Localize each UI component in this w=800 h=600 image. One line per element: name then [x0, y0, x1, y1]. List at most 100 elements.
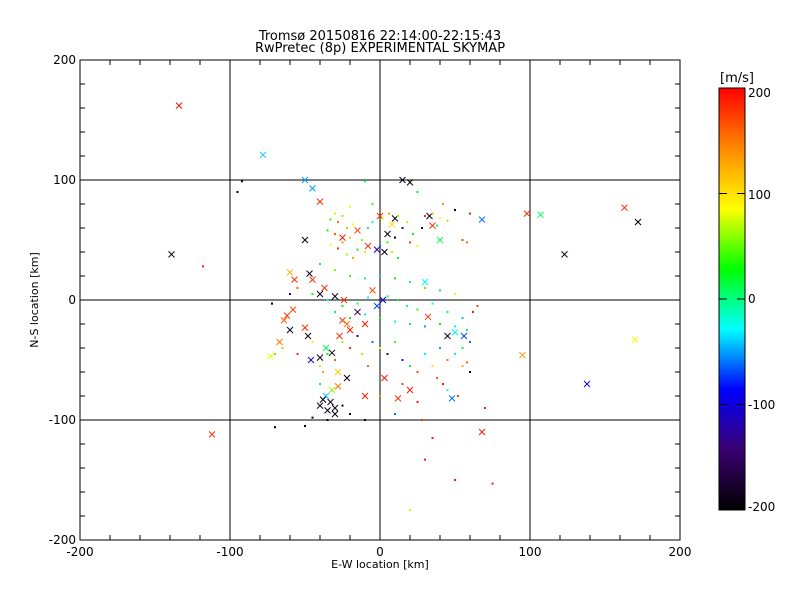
data-point-x [334, 383, 342, 390]
data-point-dot [364, 313, 366, 316]
data-point-dot [424, 353, 426, 355]
data-point-x [343, 320, 351, 328]
data-point-dot [356, 302, 359, 305]
data-point-x [537, 211, 544, 219]
data-point-x [373, 246, 381, 253]
data-point-x [343, 374, 351, 382]
data-point-dot [341, 241, 344, 244]
data-point-dot [397, 215, 399, 217]
data-point-dot [341, 341, 344, 343]
data-point-x [331, 404, 339, 412]
colorbar-tick-label: -100 [748, 398, 775, 412]
data-point-x [208, 431, 216, 438]
data-point-dot [352, 223, 354, 226]
colorbar-ticks [719, 87, 745, 511]
data-point-dot [454, 293, 456, 295]
data-point-dot [349, 275, 351, 277]
data-point-dot [409, 509, 411, 511]
colorbar-tick-label: 0 [748, 292, 756, 306]
data-point-dot [439, 289, 441, 292]
y-tick-label: 0 [68, 293, 76, 307]
data-point-x [301, 176, 309, 184]
data-point-x [373, 302, 381, 310]
data-point-dot [397, 257, 399, 259]
data-point-dot [386, 295, 389, 298]
data-point-dot [394, 341, 396, 343]
data-point-dot [436, 377, 438, 379]
data-point-x [316, 402, 324, 409]
colorbar-tick-label: -200 [748, 500, 775, 514]
data-point-x [309, 185, 316, 192]
colorbar-tick-label: 200 [748, 86, 771, 100]
data-point-dot [361, 239, 363, 241]
data-point-dot [329, 218, 332, 221]
data-point-dot [439, 323, 441, 325]
data-point-x [523, 210, 531, 217]
data-point-dot [334, 212, 336, 215]
gridlines [80, 60, 680, 540]
data-point-x [399, 176, 406, 184]
data-point-dot [424, 325, 426, 328]
data-point-x [309, 276, 316, 283]
data-point-dot [424, 287, 426, 289]
data-point-dot [401, 359, 404, 361]
data-point-dot [356, 335, 359, 337]
data-point-x [306, 270, 313, 277]
data-point-x [429, 222, 436, 229]
x-tick-label: -100 [216, 545, 243, 559]
data-point-dot [394, 320, 396, 323]
data-point-x [583, 380, 591, 388]
data-point-dot [421, 419, 423, 421]
data-point-x [319, 396, 327, 403]
data-point-dot [371, 203, 374, 205]
data-point-dot [274, 353, 276, 355]
data-point-dot [469, 212, 471, 215]
data-point-dot [371, 341, 374, 343]
data-point-x [321, 284, 328, 292]
data-point-dot [491, 482, 494, 485]
data-point-dot [319, 365, 321, 367]
data-point-dot [386, 353, 389, 355]
data-point-dot [484, 407, 486, 409]
data-point-dot [394, 277, 396, 280]
colorbar: [m/s] 200 100 0 -100 -200 [718, 71, 775, 514]
data-point-dot [337, 247, 339, 250]
data-point-x [436, 236, 444, 244]
data-point-dot [346, 227, 348, 229]
x-tick-label: -200 [66, 545, 93, 559]
x-tick-label: 0 [376, 545, 384, 559]
data-point-dot [394, 413, 396, 415]
data-point-dot [388, 212, 390, 215]
data-point-dot [439, 347, 441, 349]
data-point-dot [296, 287, 299, 289]
data-point-dot [472, 311, 474, 313]
plot-area [79, 59, 681, 541]
data-point-dot [469, 341, 471, 343]
data-point-x [316, 354, 324, 361]
data-point-x [168, 251, 175, 258]
data-point-dot [361, 353, 363, 355]
data-point-dot [416, 191, 419, 193]
data-point-x [448, 395, 456, 402]
data-point-dot [274, 426, 276, 429]
data-point-dot [409, 281, 411, 283]
data-point-x [460, 332, 468, 340]
data-point-dot [334, 359, 336, 361]
data-point-x [328, 349, 336, 357]
data-point-x [634, 218, 642, 226]
data-point-x [519, 351, 526, 359]
data-point-dot [457, 395, 459, 397]
data-point-x [327, 398, 334, 406]
data-point-x [331, 410, 339, 418]
data-point-dot [334, 311, 336, 313]
x-axis-tick-labels: -200 -100 0 100 200 [66, 545, 691, 559]
data-point-dot [461, 239, 464, 241]
data-point-x [283, 312, 291, 319]
data-point-dot [436, 224, 438, 227]
data-point-dot [349, 317, 351, 319]
data-point-dot [337, 221, 339, 223]
data-point-dot [352, 257, 354, 259]
data-point-x [361, 320, 369, 328]
data-point-dot [349, 347, 351, 349]
data-point-dot [394, 236, 396, 239]
